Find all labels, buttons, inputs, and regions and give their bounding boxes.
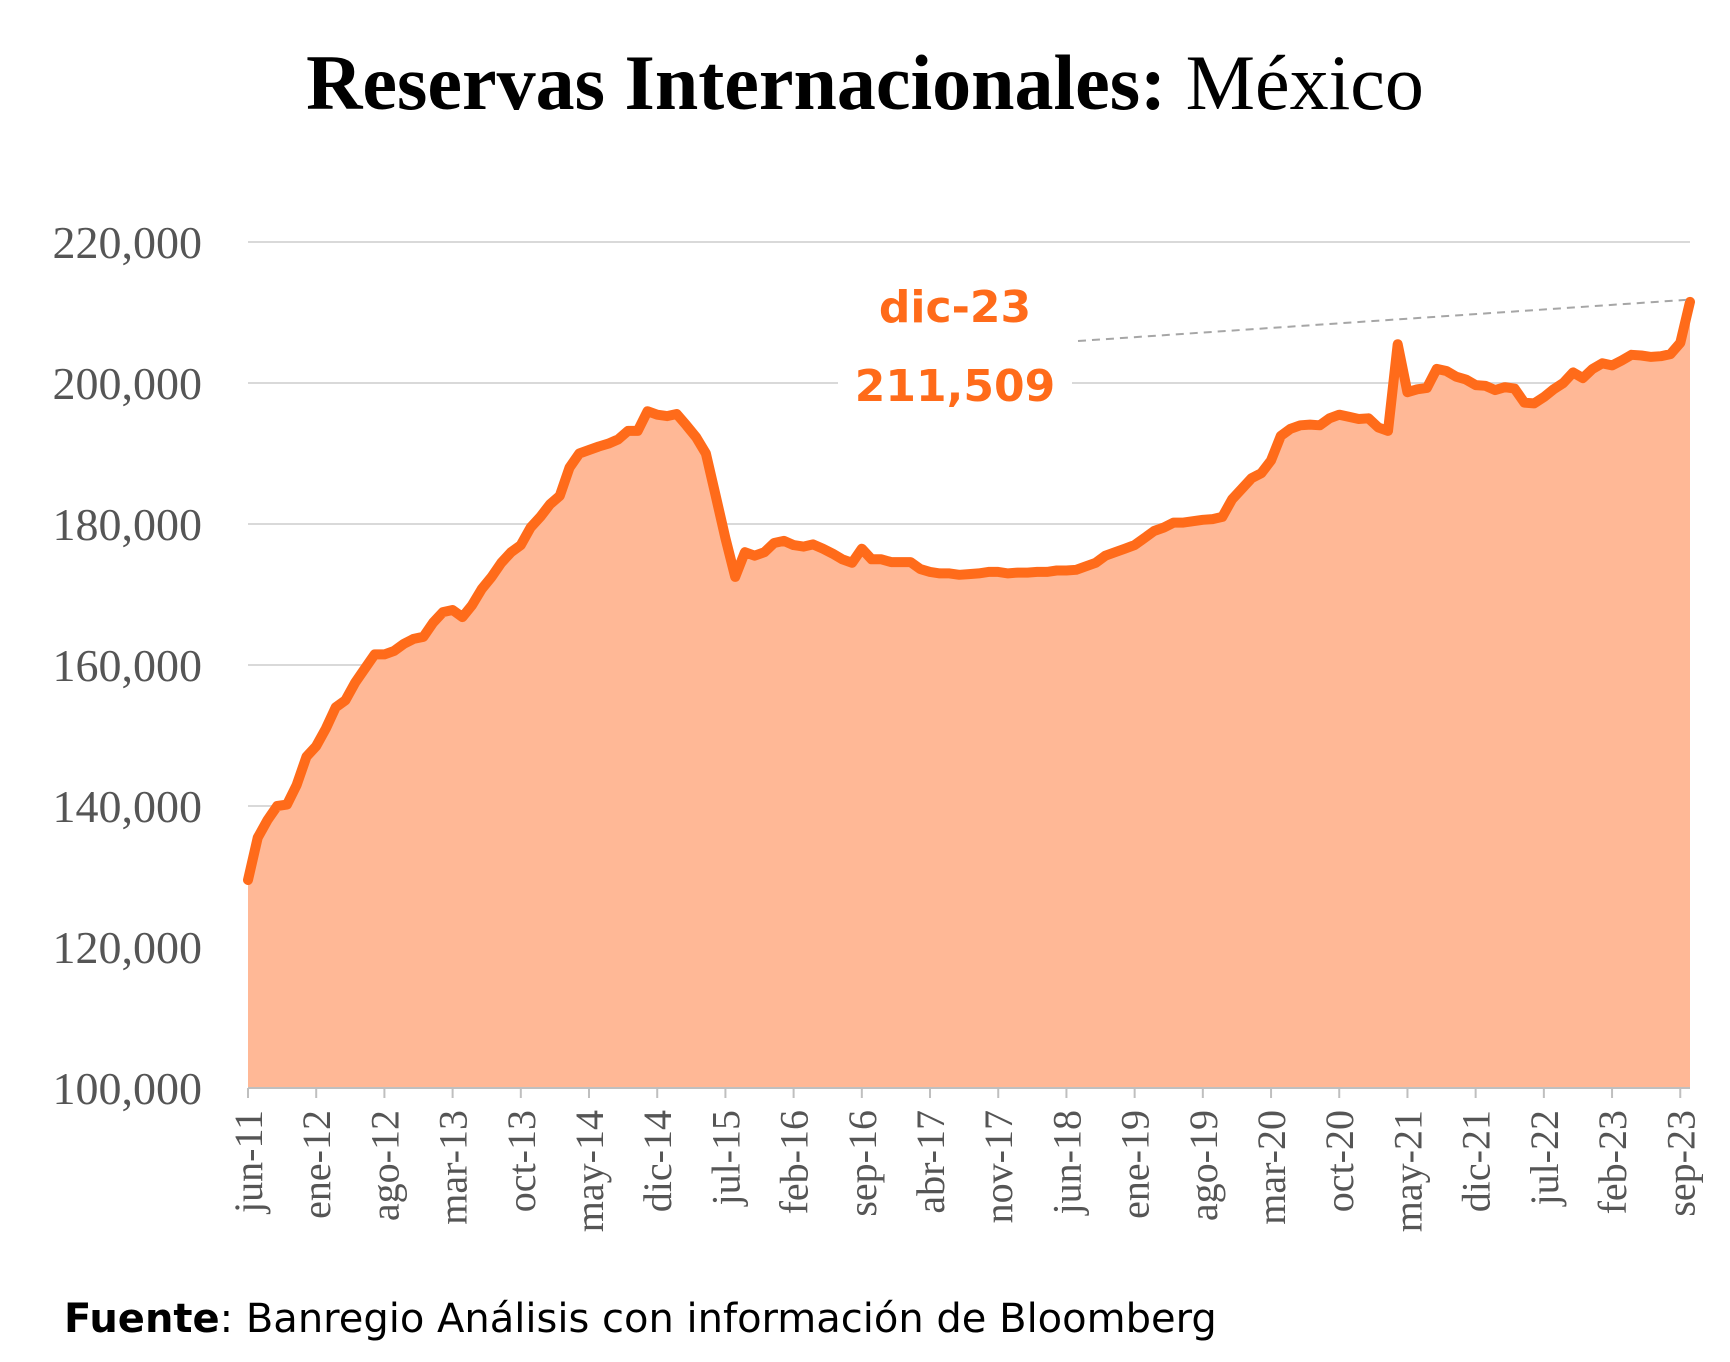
x-tick-label: jul-22 (1522, 1110, 1567, 1208)
x-tick-label: jun-18 (1044, 1110, 1089, 1216)
x-tick-label: may-21 (1385, 1110, 1430, 1232)
x-tick-label: feb-16 (772, 1110, 817, 1214)
x-tick-label: sep-16 (840, 1110, 885, 1217)
x-tick-label: sep-23 (1658, 1110, 1703, 1217)
title-bold: Reservas Internacionales: (306, 39, 1167, 126)
annotation-label: dic-23 (879, 282, 1031, 333)
x-tick-label: oct-20 (1317, 1110, 1362, 1212)
annotation-leader (1077, 298, 1687, 342)
x-tick-label: dic-14 (635, 1110, 680, 1212)
x-tick-label: may-14 (567, 1110, 612, 1232)
annotation-value: 211,509 (855, 361, 1055, 412)
x-axis: jun-11 ene-12 ago-12 mar-13 oct-13 may-14 dic-… (226, 1087, 1703, 1232)
y-tick-label: 120,000 (53, 922, 203, 973)
x-tick-label: nov-17 (976, 1110, 1021, 1223)
y-tick-label: 180,000 (53, 499, 203, 550)
x-tick-label: feb-23 (1590, 1110, 1635, 1214)
area-fill (248, 301, 1690, 1088)
annotation-background (838, 354, 1072, 414)
y-tick-label: 160,000 (53, 640, 203, 691)
x-tick-label: oct-13 (499, 1110, 544, 1212)
y-tick-label: 100,000 (53, 1063, 203, 1114)
x-tick-label: jul-15 (703, 1110, 748, 1208)
x-tick-label: abr-17 (908, 1110, 953, 1214)
source-text: : Banregio Análisis con información de B… (219, 1296, 1217, 1342)
x-tick-label: ago-12 (362, 1110, 407, 1221)
source-note: Fuente: Banregio Análisis con informació… (64, 1296, 1217, 1342)
source-label: Fuente (64, 1296, 220, 1342)
series-line (243, 296, 1695, 885)
x-tick-label: dic-21 (1454, 1110, 1499, 1212)
y-tick-label: 200,000 (53, 358, 203, 409)
y-tick-label: 220,000 (53, 217, 203, 268)
x-tick-label: mar-20 (1249, 1110, 1294, 1225)
x-tick-label: ago-19 (1181, 1110, 1226, 1221)
x-tick-label: mar-13 (431, 1110, 476, 1225)
title-regular: México (1166, 39, 1424, 126)
y-tick-label: 140,000 (53, 781, 203, 832)
y-axis: 100,000 120,000 140,000 160,000 180,000 200,0… (53, 217, 203, 1114)
x-tick-label: jun-11 (226, 1110, 271, 1215)
x-tick-label: ene-12 (294, 1110, 339, 1219)
chart-title: Reservas Internacionales: México (0, 38, 1730, 128)
x-tick-label: ene-19 (1113, 1110, 1158, 1219)
